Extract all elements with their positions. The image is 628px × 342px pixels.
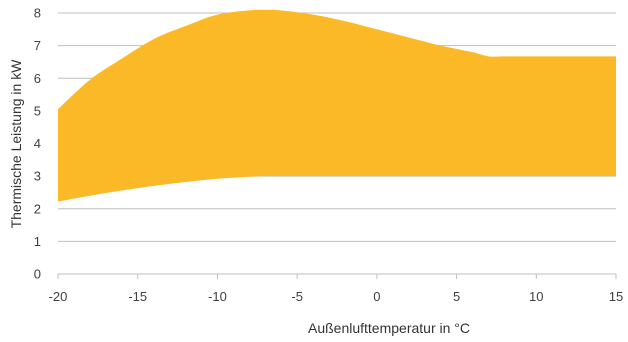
x-tick-label: -5	[291, 289, 303, 304]
y-tick-label: 3	[34, 169, 41, 184]
x-tick-label: -10	[208, 289, 227, 304]
y-tick-label: 8	[34, 6, 41, 21]
y-axis-title: Thermische Leistung in kW	[8, 59, 24, 229]
y-tick-label: 7	[34, 38, 41, 53]
x-tick-label: 0	[373, 289, 380, 304]
x-tick-label: 10	[529, 289, 543, 304]
x-axis-title: Außenlufttemperatur in °C	[308, 320, 470, 336]
y-tick-label: 2	[34, 201, 41, 216]
x-tick-label: -20	[49, 289, 68, 304]
x-axis-ticks: -20 -15 -10 -5 0 5 10 15	[49, 274, 623, 304]
y-tick-label: 5	[34, 103, 41, 118]
x-tick-label: 5	[453, 289, 460, 304]
x-tick-label: 15	[609, 289, 623, 304]
y-tick-label: 1	[34, 234, 41, 249]
y-tick-label: 0	[34, 267, 41, 282]
y-axis-ticks: 0 1 2 3 4 5 6 7 8	[34, 6, 41, 282]
y-tick-label: 4	[34, 136, 41, 151]
x-tick-label: -15	[128, 289, 147, 304]
y-tick-label: 6	[34, 71, 41, 86]
power-range-area	[58, 9, 616, 202]
